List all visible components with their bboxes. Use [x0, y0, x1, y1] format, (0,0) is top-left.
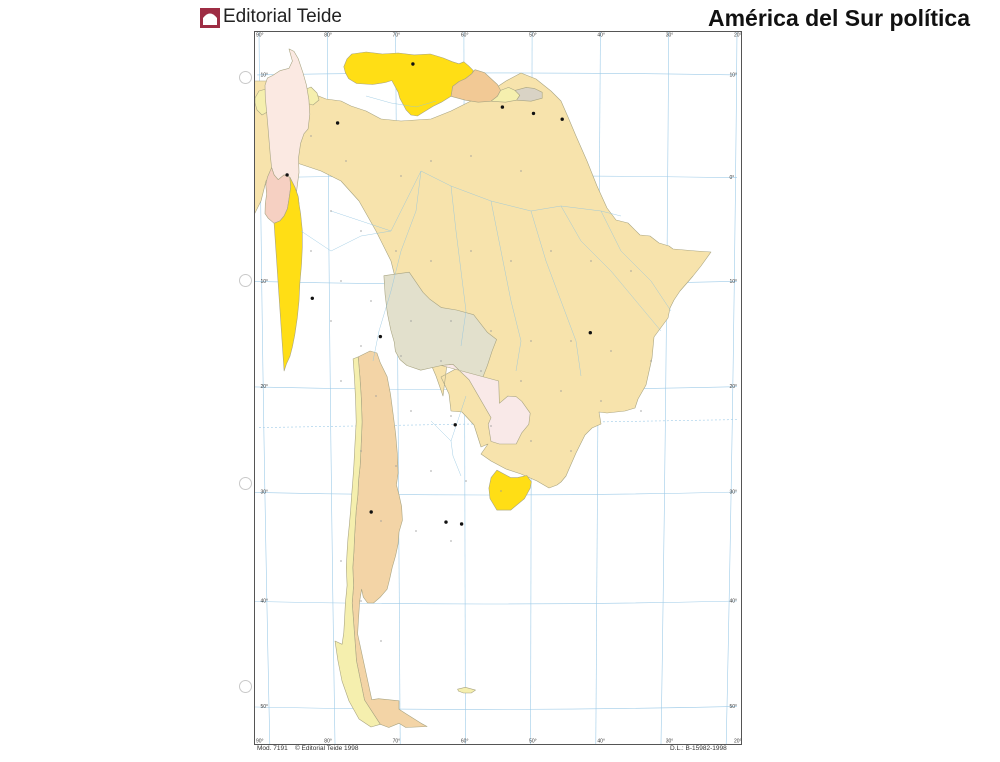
svg-text:40°: 40°	[730, 599, 738, 605]
svg-text:20°: 20°	[734, 739, 741, 745]
svg-text:40°: 40°	[597, 739, 605, 745]
svg-text:20°: 20°	[734, 33, 741, 39]
svg-text:20°: 20°	[261, 384, 269, 390]
svg-text:30°: 30°	[666, 33, 674, 39]
svg-text:80°: 80°	[324, 33, 332, 39]
svg-text:30°: 30°	[666, 739, 674, 745]
svg-text:40°: 40°	[261, 599, 269, 605]
svg-text:50°: 50°	[730, 704, 738, 710]
svg-text:70°: 70°	[393, 33, 401, 39]
svg-text:10°: 10°	[261, 279, 269, 285]
svg-text:40°: 40°	[597, 33, 605, 39]
svg-text:30°: 30°	[730, 490, 738, 496]
svg-text:0°: 0°	[730, 175, 735, 181]
svg-text:90°: 90°	[256, 33, 264, 39]
svg-text:30°: 30°	[261, 490, 269, 496]
svg-text:80°: 80°	[324, 739, 332, 745]
svg-text:90°: 90°	[256, 739, 264, 745]
svg-text:50°: 50°	[529, 33, 537, 39]
svg-text:10°: 10°	[730, 279, 738, 285]
svg-text:10°: 10°	[730, 72, 738, 78]
svg-text:50°: 50°	[529, 739, 537, 745]
svg-text:60°: 60°	[461, 33, 469, 39]
svg-text:10°: 10°	[261, 72, 269, 78]
svg-text:50°: 50°	[261, 704, 269, 710]
svg-text:60°: 60°	[461, 739, 469, 745]
svg-text:70°: 70°	[393, 739, 401, 745]
svg-text:20°: 20°	[730, 384, 738, 390]
